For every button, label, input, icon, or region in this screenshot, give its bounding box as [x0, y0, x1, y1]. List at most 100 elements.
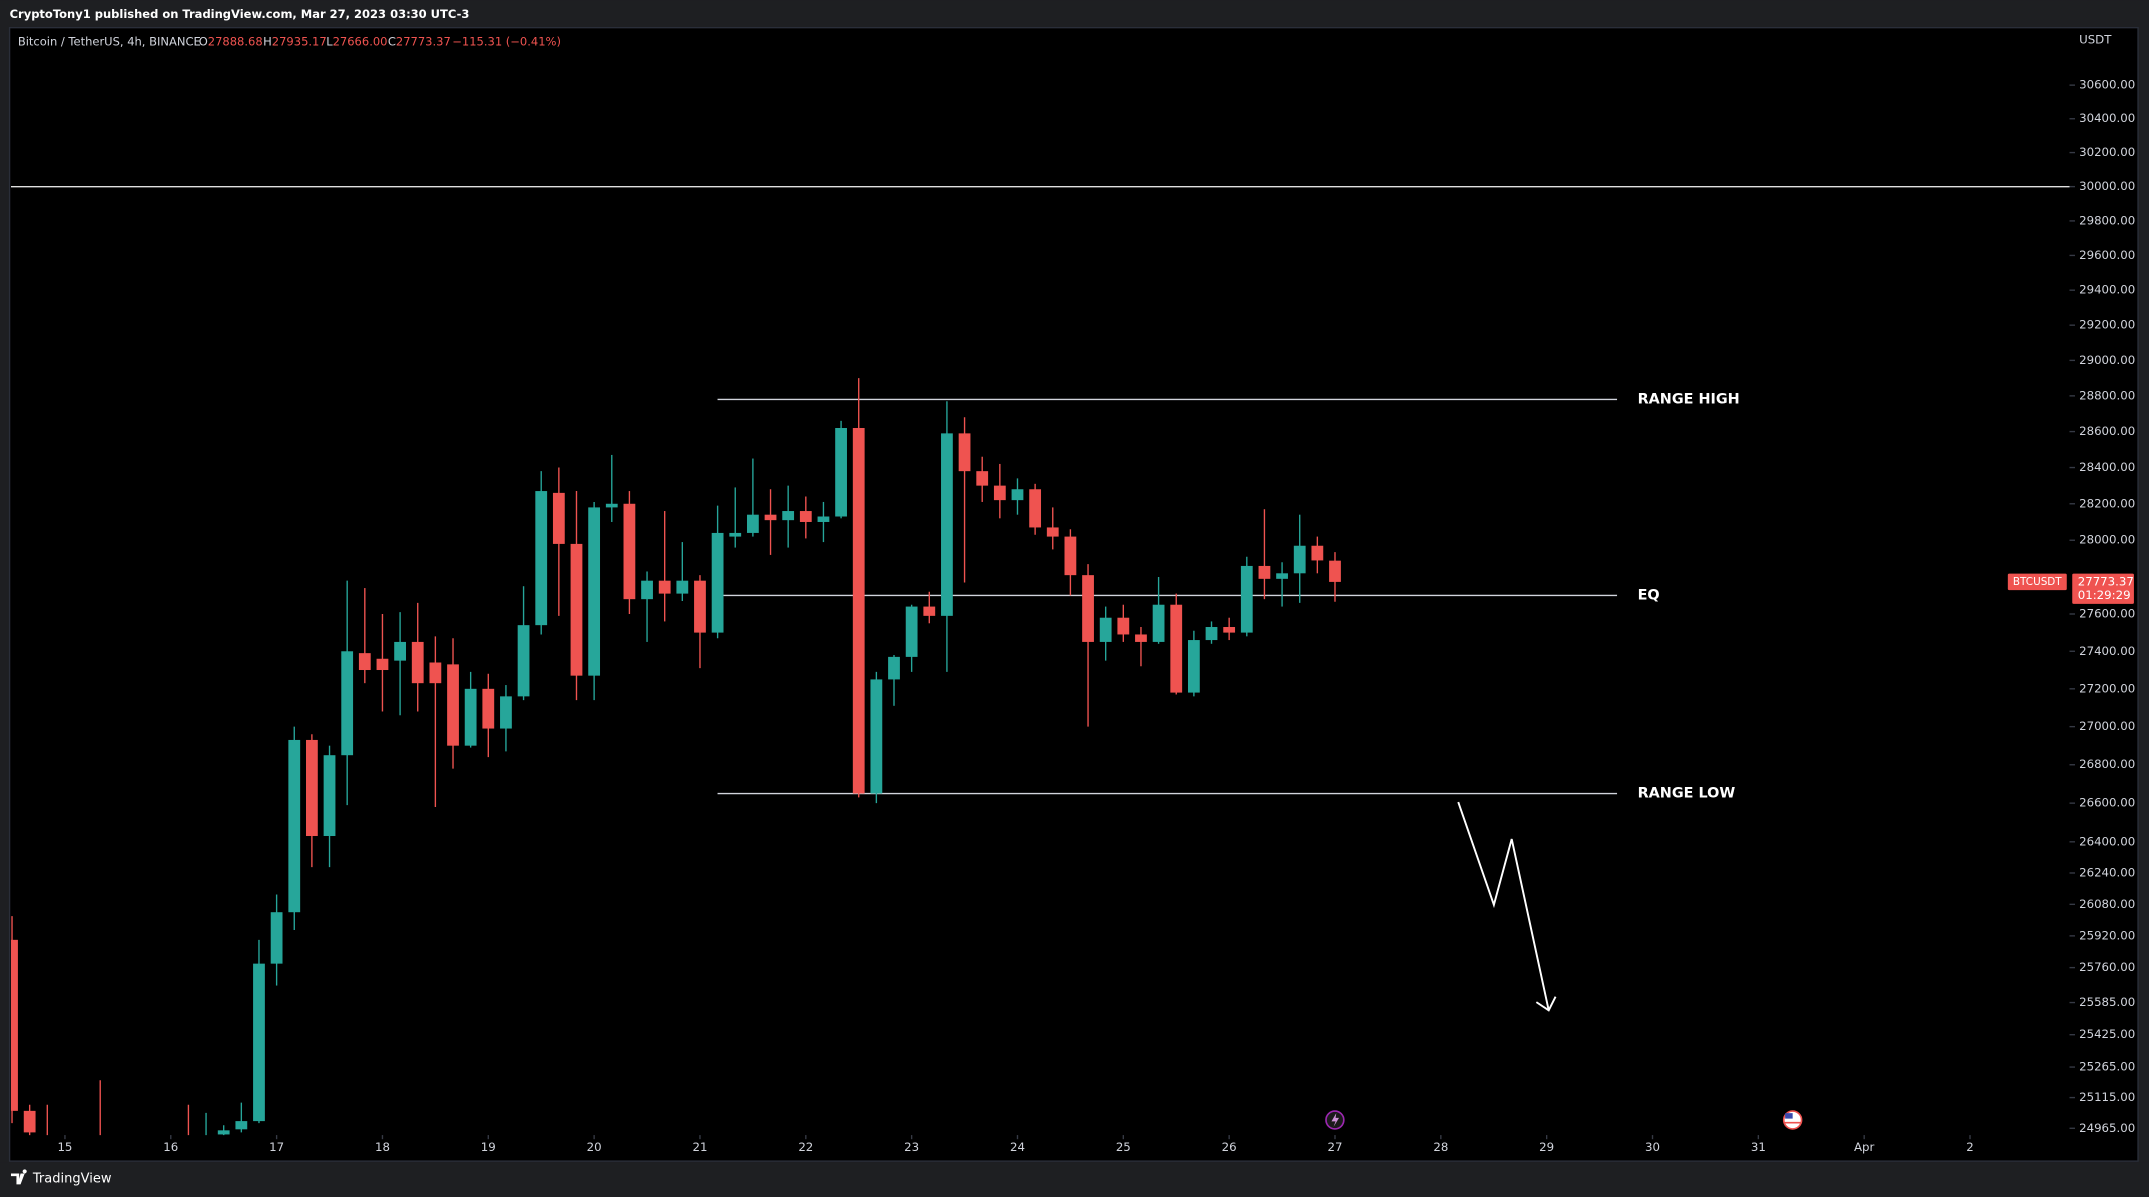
y-tick-label: 25585.00 [2079, 995, 2135, 1009]
x-tick-label: 31 [1751, 1140, 1766, 1154]
ohlc-key: L [326, 34, 333, 48]
flag-canton [1785, 1113, 1793, 1119]
x-tick-label: 16 [163, 1140, 178, 1154]
x-tick-label: 17 [269, 1140, 284, 1154]
candle-body [217, 1130, 230, 1135]
x-tick-label: 22 [798, 1140, 813, 1154]
price-tag-value: 27773.37 [2078, 574, 2134, 588]
candle-body [1311, 545, 1324, 561]
candle-body [305, 739, 318, 837]
candle-body [835, 427, 847, 517]
header: Bitcoin / TetherUS, 4h, BINANCE O27888.6… [18, 34, 561, 48]
candle-body [729, 532, 742, 537]
candle-body [711, 532, 724, 633]
y-tick-label: 25760.00 [2079, 960, 2135, 974]
x-tick-label: 19 [481, 1140, 496, 1154]
candle-body [1223, 627, 1236, 633]
candle-body [517, 625, 530, 697]
y-tick-label: 30000.00 [2079, 179, 2135, 193]
candle-body [1187, 640, 1200, 693]
ohlc-key: O [199, 34, 208, 48]
x-tick-label: 15 [57, 1140, 72, 1154]
candle-body [394, 641, 406, 661]
candle-body [288, 739, 301, 913]
candle-body [1082, 575, 1094, 642]
ticker-tag-label: BTCUSDT [2013, 576, 2062, 588]
currency: USDT [2079, 33, 2112, 47]
y-tick-label: 27600.00 [2079, 606, 2135, 620]
y-tick-label: 30600.00 [2079, 78, 2135, 92]
y-tick-label: 30400.00 [2079, 111, 2135, 125]
candle-body [641, 580, 653, 600]
candle-body [852, 427, 865, 794]
y-tick-label: 29400.00 [2079, 283, 2135, 297]
change: −115.31 (−0.41%) [452, 34, 561, 48]
ohlc-value: 27773.37 [396, 34, 451, 48]
price-tag-countdown: 01:29:29 [2078, 588, 2131, 602]
candle-body [623, 503, 636, 600]
candle-body [270, 912, 283, 964]
y-tick-label: 29200.00 [2079, 318, 2135, 332]
x-tick-label: 27 [1328, 1140, 1343, 1154]
candle-body [1064, 536, 1077, 576]
publisher: CryptoTony1 published on TradingView.com… [10, 7, 470, 21]
y-tick-label: 25265.00 [2079, 1060, 2135, 1074]
ohlc-value: 27666.00 [333, 34, 388, 48]
candle-body [253, 963, 265, 1122]
candle-body [746, 514, 759, 533]
candle-body [694, 580, 706, 633]
y-tick-label: 28800.00 [2079, 388, 2135, 402]
candle-body [1170, 604, 1183, 693]
candle-body [941, 433, 953, 616]
candle-body [1205, 627, 1218, 641]
candle-body [888, 656, 900, 680]
ohlc-key: C [388, 34, 396, 48]
candle-body [1117, 617, 1130, 635]
y-tick-label: 27400.00 [2079, 644, 2135, 658]
level-label: RANGE HIGH [1638, 391, 1740, 407]
candle-body [958, 433, 971, 472]
candle-body [1152, 604, 1165, 642]
footer-brand[interactable]: TradingView [32, 1171, 112, 1186]
candle-body [658, 580, 671, 594]
candle-body [764, 514, 777, 521]
candle-body [799, 511, 812, 522]
candle-body [1293, 545, 1306, 574]
event-bolt [1331, 1113, 1340, 1127]
price-tag [2072, 573, 2134, 604]
candle-body [1135, 634, 1147, 642]
candle-body [676, 580, 689, 594]
ohlc-value: 27935.17 [272, 34, 327, 48]
logo [10, 1169, 27, 1185]
x-tick-label: 24 [1010, 1140, 1025, 1154]
candle-body [993, 485, 1006, 501]
candle-body [411, 641, 424, 684]
x-tick-label: 20 [587, 1140, 602, 1154]
candle-body [1240, 565, 1253, 633]
candle-body [464, 688, 477, 746]
candle-body [23, 1110, 36, 1133]
ohlc-key: H [263, 34, 272, 48]
y-tick-label: 28000.00 [2079, 533, 2135, 547]
y-tick-label: 26240.00 [2079, 865, 2135, 879]
y-tick-label: 25425.00 [2079, 1027, 2135, 1041]
y-tick-label: 26080.00 [2079, 897, 2135, 911]
y-tick-label: 30200.00 [2079, 145, 2135, 159]
x-tick-label: 23 [904, 1140, 919, 1154]
level-label: EQ [1638, 587, 1660, 603]
candle-body [605, 503, 618, 508]
candle-body [447, 664, 459, 746]
footer-bar [0, 1162, 2149, 1197]
candle-body [552, 492, 565, 544]
y-tick-label: 26600.00 [2079, 796, 2135, 810]
y-tick-label: 25920.00 [2079, 928, 2135, 942]
candle-body [870, 679, 883, 794]
y-tick-label: 29600.00 [2079, 248, 2135, 262]
y-tick-label: 24965.00 [2079, 1121, 2135, 1135]
y-tick-label: 27200.00 [2079, 681, 2135, 695]
ticker-tag [2007, 573, 2067, 591]
candle-body [1329, 560, 1341, 582]
x-tick-label: 26 [1222, 1140, 1237, 1154]
y-tick-label: 26400.00 [2079, 834, 2135, 848]
